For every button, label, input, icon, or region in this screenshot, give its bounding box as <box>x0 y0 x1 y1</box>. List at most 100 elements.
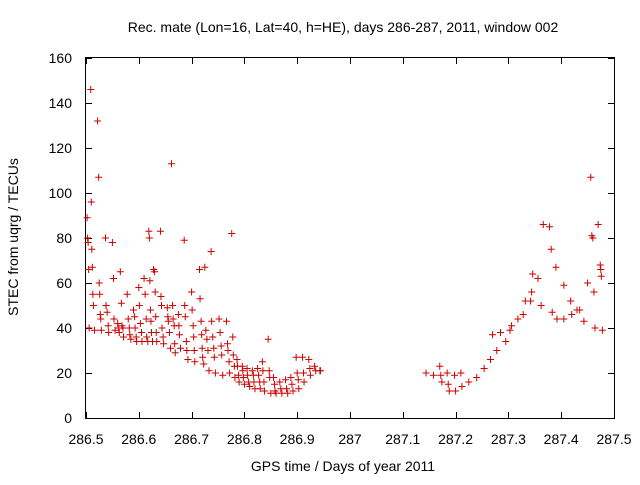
data-point <box>171 340 179 348</box>
y-tick-label: 80 <box>56 230 72 246</box>
data-point <box>203 335 211 343</box>
data-point <box>225 358 233 366</box>
data-point <box>316 367 324 375</box>
data-point <box>146 277 154 285</box>
data-point <box>539 221 547 228</box>
y-tick-label: 0 <box>64 410 72 426</box>
data-point <box>197 317 205 325</box>
data-point <box>228 230 236 237</box>
data-point <box>117 299 125 307</box>
data-point <box>189 322 197 330</box>
data-point <box>496 329 504 336</box>
data-point <box>519 311 527 318</box>
data-point <box>288 380 296 388</box>
data-point <box>95 173 103 181</box>
data-point <box>547 245 555 253</box>
data-point <box>181 313 189 321</box>
data-point <box>116 268 124 276</box>
data-point <box>264 335 272 343</box>
data-point <box>97 315 105 323</box>
data-point <box>215 315 223 323</box>
data-point <box>445 387 453 395</box>
data-point <box>292 353 300 361</box>
data-point <box>458 383 466 390</box>
data-point <box>130 306 138 314</box>
data-point <box>580 317 588 325</box>
data-point <box>259 367 267 375</box>
data-point <box>239 374 247 381</box>
data-point <box>306 371 314 379</box>
data-point <box>514 315 522 323</box>
data-point <box>546 223 554 231</box>
data-point <box>83 214 91 222</box>
data-point <box>109 275 117 282</box>
data-point <box>548 308 556 316</box>
data-point <box>233 356 241 363</box>
data-point <box>287 374 295 381</box>
y-tick-label: 120 <box>49 140 73 156</box>
data-point <box>135 284 143 291</box>
data-point <box>88 245 96 253</box>
data-point <box>229 351 237 359</box>
data-point <box>217 342 225 350</box>
data-point <box>452 387 460 395</box>
data-point <box>256 385 264 393</box>
data-point <box>238 362 246 370</box>
data-point <box>597 272 605 280</box>
data-point <box>131 324 139 332</box>
data-point <box>537 302 545 309</box>
plot-frame <box>85 57 615 419</box>
data-point <box>306 365 314 372</box>
data-point <box>85 266 93 273</box>
data-point <box>87 198 95 206</box>
data-point <box>451 371 459 379</box>
data-point <box>145 234 153 242</box>
x-tick-label: 287.4 <box>544 431 579 447</box>
data-point <box>89 290 97 298</box>
data-point <box>587 173 595 181</box>
data-point <box>283 385 291 393</box>
data-point <box>528 288 536 296</box>
x-tick-label: 287.2 <box>438 431 473 447</box>
data-point <box>164 313 172 321</box>
data-point <box>182 338 190 345</box>
data-point <box>508 322 516 330</box>
data-point <box>289 387 297 395</box>
data-point <box>594 221 602 228</box>
data-point <box>567 297 575 305</box>
data-point <box>127 335 135 343</box>
data-point <box>246 383 254 390</box>
data-point <box>163 304 171 312</box>
data-point <box>84 234 92 242</box>
data-point <box>255 371 263 379</box>
data-point <box>231 374 239 381</box>
data-point <box>473 374 481 381</box>
y-axis-label: STEC from uqrg / TECUs <box>5 158 21 316</box>
data-point <box>295 385 303 393</box>
data-point <box>553 315 561 323</box>
data-point <box>298 353 306 361</box>
data-point <box>205 367 213 375</box>
data-point <box>211 369 219 377</box>
data-point <box>169 302 177 309</box>
data-point <box>156 227 164 235</box>
data-point <box>502 338 510 345</box>
data-point <box>114 320 122 327</box>
data-point <box>97 326 105 334</box>
data-point <box>177 344 185 352</box>
data-point <box>436 362 444 370</box>
data-point <box>222 317 230 325</box>
x-tick-label: 287.3 <box>491 431 526 447</box>
data-point <box>183 347 191 354</box>
data-point <box>216 329 224 336</box>
data-point <box>489 331 497 339</box>
x-tick-label: 286.9 <box>280 431 315 447</box>
data-point <box>584 279 592 287</box>
data-point <box>596 261 604 269</box>
data-point <box>506 326 514 334</box>
y-tick-label: 20 <box>56 365 72 381</box>
data-point <box>457 369 465 377</box>
data-point <box>147 317 155 325</box>
data-point <box>145 227 153 235</box>
data-point <box>164 317 172 325</box>
